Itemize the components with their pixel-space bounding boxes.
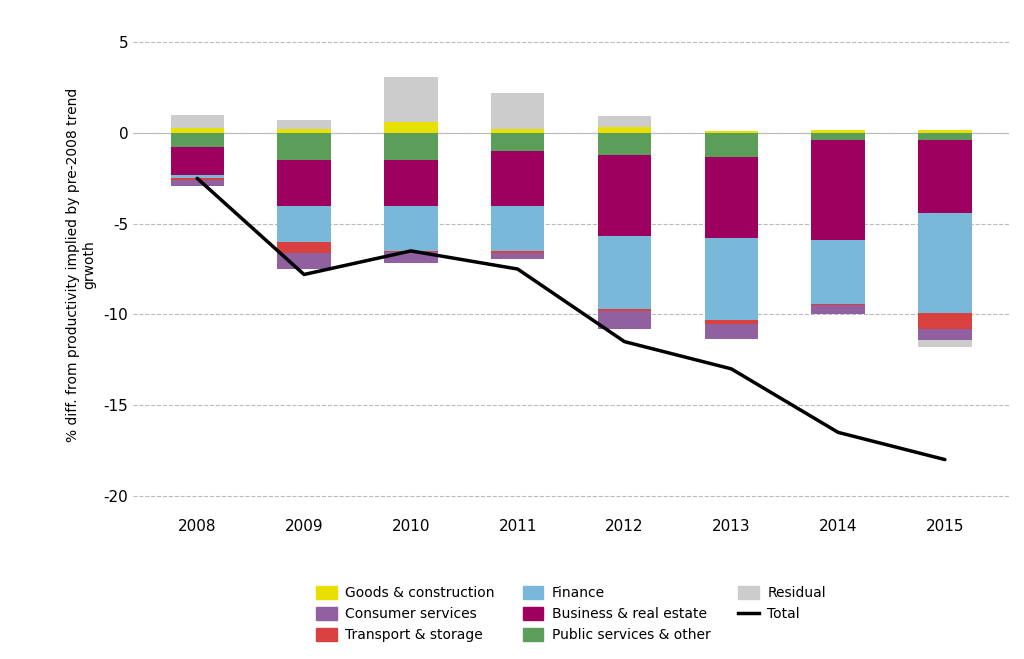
Bar [705, 133, 758, 157]
Bar [811, 240, 865, 304]
Bar [811, 305, 865, 314]
Bar [598, 309, 651, 311]
Bar [384, 252, 437, 263]
Bar [811, 133, 865, 140]
Bar [278, 252, 331, 269]
Bar [278, 206, 331, 242]
Bar [598, 116, 651, 127]
Bar [171, 175, 224, 179]
Bar [598, 155, 651, 237]
Bar [384, 133, 437, 160]
Bar [384, 160, 437, 206]
Bar [919, 130, 972, 133]
Bar [705, 238, 758, 320]
Bar [490, 206, 545, 251]
Bar [490, 252, 545, 259]
Bar [811, 130, 865, 133]
Bar [705, 324, 758, 339]
Bar [598, 127, 651, 133]
Bar [811, 140, 865, 240]
Bar [278, 242, 331, 252]
Bar [598, 133, 651, 155]
Bar [705, 320, 758, 324]
Bar [919, 340, 972, 347]
Bar [171, 133, 224, 148]
Bar [278, 133, 331, 160]
Bar [490, 133, 545, 151]
Bar [171, 127, 224, 133]
Y-axis label: % diff. from productivity implied by pre-2008 trend
grwoth: % diff. from productivity implied by pre… [67, 88, 96, 442]
Bar [811, 304, 865, 305]
Bar [384, 122, 437, 133]
Bar [705, 157, 758, 238]
Bar [171, 148, 224, 175]
Bar [490, 129, 545, 133]
Bar [490, 93, 545, 129]
Bar [278, 129, 331, 133]
Bar [171, 180, 224, 186]
Bar [598, 237, 651, 309]
Bar [490, 151, 545, 206]
Bar [384, 251, 437, 252]
Bar [919, 213, 972, 312]
Bar [919, 140, 972, 213]
Bar [919, 329, 972, 340]
Bar [171, 115, 224, 127]
Bar [384, 76, 437, 122]
Legend: Goods & construction, Consumer services, Transport & storage, Finance, Business : Goods & construction, Consumer services,… [310, 581, 831, 648]
Bar [384, 206, 437, 251]
Bar [278, 120, 331, 129]
Bar [919, 312, 972, 329]
Bar [171, 179, 224, 180]
Bar [490, 251, 545, 252]
Bar [705, 131, 758, 133]
Bar [598, 311, 651, 329]
Bar [919, 133, 972, 140]
Bar [278, 160, 331, 206]
